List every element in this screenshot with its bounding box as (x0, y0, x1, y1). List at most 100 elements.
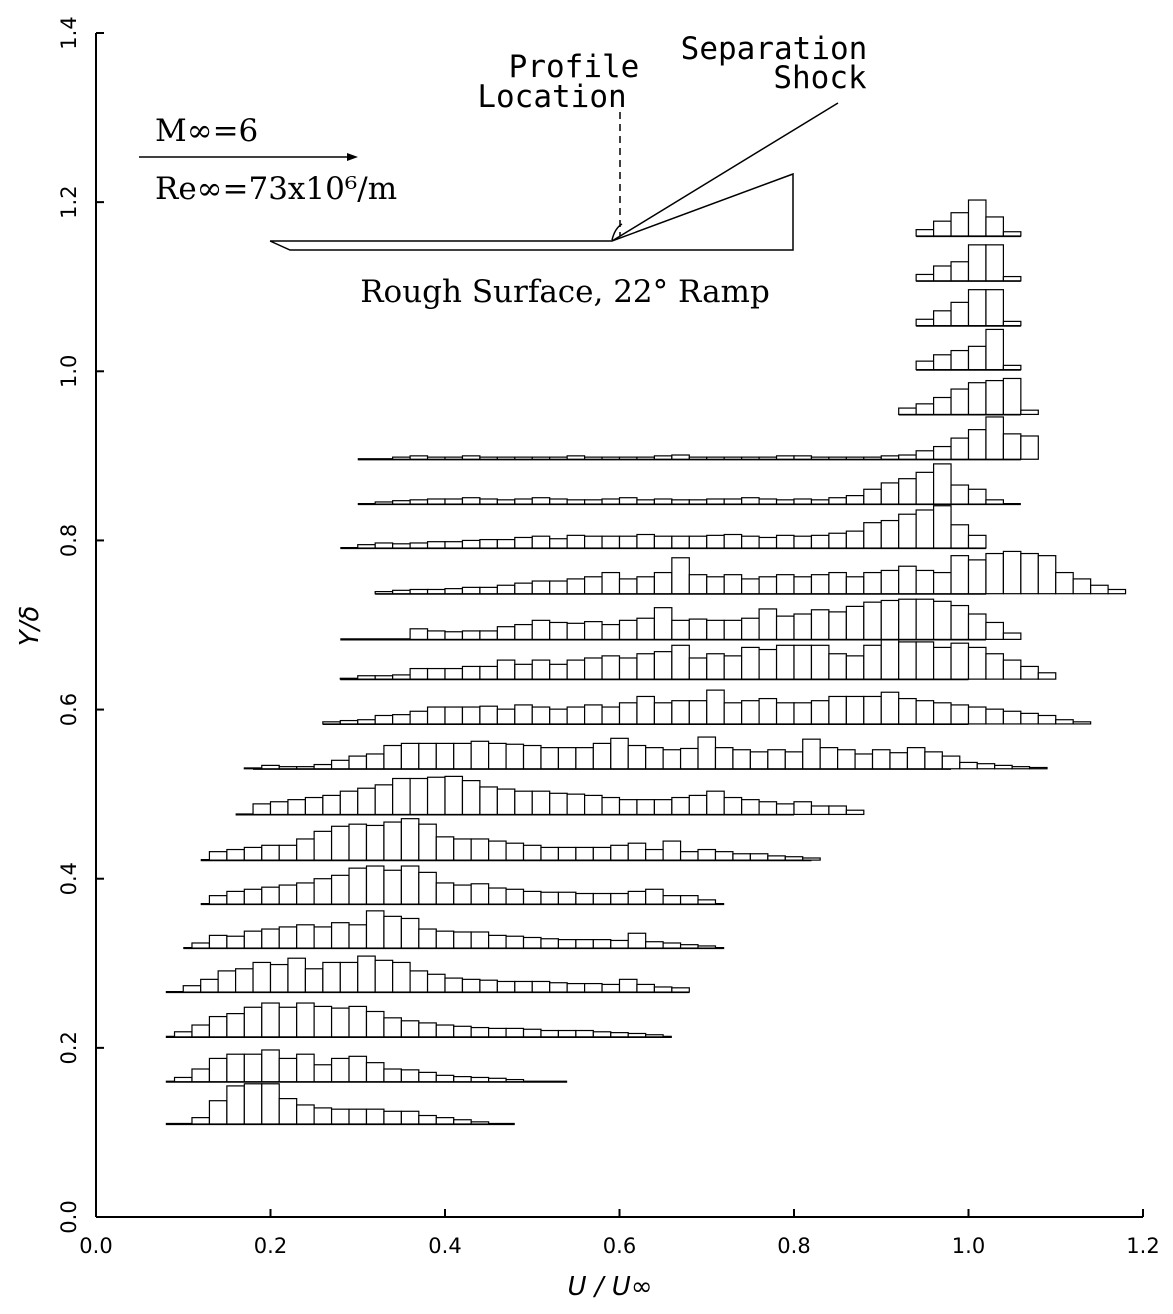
histogram-bar (828, 497, 847, 505)
histogram-bar (784, 856, 804, 861)
histogram-bar (365, 753, 385, 770)
histogram-bar (950, 555, 970, 595)
histogram-bar (671, 619, 690, 640)
histogram-bar (383, 869, 402, 905)
histogram-bar (898, 598, 917, 640)
histogram-bar (583, 576, 603, 595)
profile-12 (374, 550, 1127, 595)
mach-label: M∞=6 (155, 113, 258, 149)
histogram-bar (959, 761, 978, 770)
histogram-bar (627, 744, 647, 770)
histogram-bar (261, 1083, 280, 1125)
histogram-bar (348, 867, 368, 905)
histogram-bar (653, 535, 673, 549)
histogram-bar (1020, 409, 1039, 416)
histogram-bar (409, 455, 429, 460)
x-tick-label: 0.0 (79, 1234, 112, 1258)
y-tick-label: 0.8 (57, 524, 81, 557)
histogram-bar (828, 653, 847, 680)
histogram-bar (810, 534, 830, 549)
histogram-bar (392, 589, 411, 595)
histogram-bar (932, 571, 952, 595)
histogram-bar (261, 844, 280, 861)
histogram-bar (671, 796, 690, 816)
histogram-bar (479, 456, 498, 460)
profile-5 (200, 865, 725, 906)
histogram-bar (863, 571, 882, 595)
histogram-bar (531, 619, 551, 640)
histogram-bar (950, 704, 970, 725)
histogram-bar (837, 749, 856, 770)
histogram-bar (985, 244, 1005, 282)
histogram-bar (470, 1026, 490, 1038)
histogram-bar (601, 456, 621, 460)
histogram-bar (950, 642, 970, 680)
surface-label: Rough Surface, 22° Ramp (360, 274, 770, 310)
histogram-bar (1020, 712, 1039, 725)
histogram-bar (496, 456, 516, 460)
histogram-bar (967, 382, 987, 416)
histogram-bar (566, 455, 586, 460)
histogram-bar (583, 794, 603, 816)
histogram-bar (200, 978, 219, 993)
histogram-bar (243, 888, 263, 905)
histogram-bar (418, 742, 437, 770)
histogram-bar (688, 700, 708, 725)
histogram-bar (453, 838, 472, 861)
histogram-bar (741, 497, 760, 505)
histogram-bar (392, 500, 411, 505)
histogram-bar (505, 888, 525, 905)
histogram-bar (383, 1017, 402, 1038)
histogram-bar (636, 576, 656, 595)
histogram-bar (496, 659, 516, 680)
histogram-bar (557, 939, 577, 949)
histogram-bar (627, 890, 647, 905)
histogram-bar (967, 244, 987, 282)
histogram-bar (688, 618, 708, 640)
histogram-bar (444, 775, 464, 816)
histogram-bar (932, 265, 952, 282)
histogram-bar (915, 450, 935, 460)
histogram-bar (1002, 433, 1022, 460)
histogram-bar (741, 799, 760, 816)
histogram-bar (549, 982, 568, 993)
histogram-bar (967, 706, 987, 725)
histogram-bar (392, 543, 411, 549)
histogram-bar (496, 980, 516, 993)
histogram-bar (479, 538, 498, 549)
histogram-bar (261, 764, 280, 770)
histogram-bar (514, 623, 533, 640)
histogram-bar (453, 1025, 472, 1038)
histogram-bar (1072, 721, 1092, 725)
profile-11 (340, 598, 1022, 641)
histogram-bar (898, 513, 917, 549)
histogram-bar (636, 799, 656, 816)
histogram-bar (296, 1053, 315, 1083)
histogram-bar (426, 541, 446, 549)
histogram-bar (444, 456, 464, 460)
histogram-bar (671, 454, 690, 460)
histogram-bar (627, 842, 647, 861)
histogram-bar (496, 626, 516, 640)
histogram-bar (679, 851, 699, 861)
histogram-bar (601, 498, 621, 505)
histogram-bar (557, 1029, 577, 1038)
histogram-bar (950, 261, 970, 282)
x-axis-title: U / U∞ (567, 1272, 652, 1302)
histogram-bar (365, 865, 385, 905)
histogram-bar (985, 621, 1005, 640)
histogram-bar (322, 794, 341, 816)
histogram-bar (374, 675, 394, 680)
histogram-bar (610, 737, 629, 770)
histogram-bar (461, 665, 481, 680)
histogram-bar (583, 657, 603, 680)
histogram-bar (749, 853, 769, 861)
histogram-bar (618, 456, 638, 460)
histogram-bar (444, 706, 464, 725)
histogram-bar (435, 1117, 455, 1125)
histogram-bar (435, 742, 455, 770)
histogram-bar (313, 1005, 333, 1038)
histogram-bar (488, 1077, 507, 1083)
histogram-bar (653, 455, 673, 460)
histogram-bar (566, 706, 586, 725)
